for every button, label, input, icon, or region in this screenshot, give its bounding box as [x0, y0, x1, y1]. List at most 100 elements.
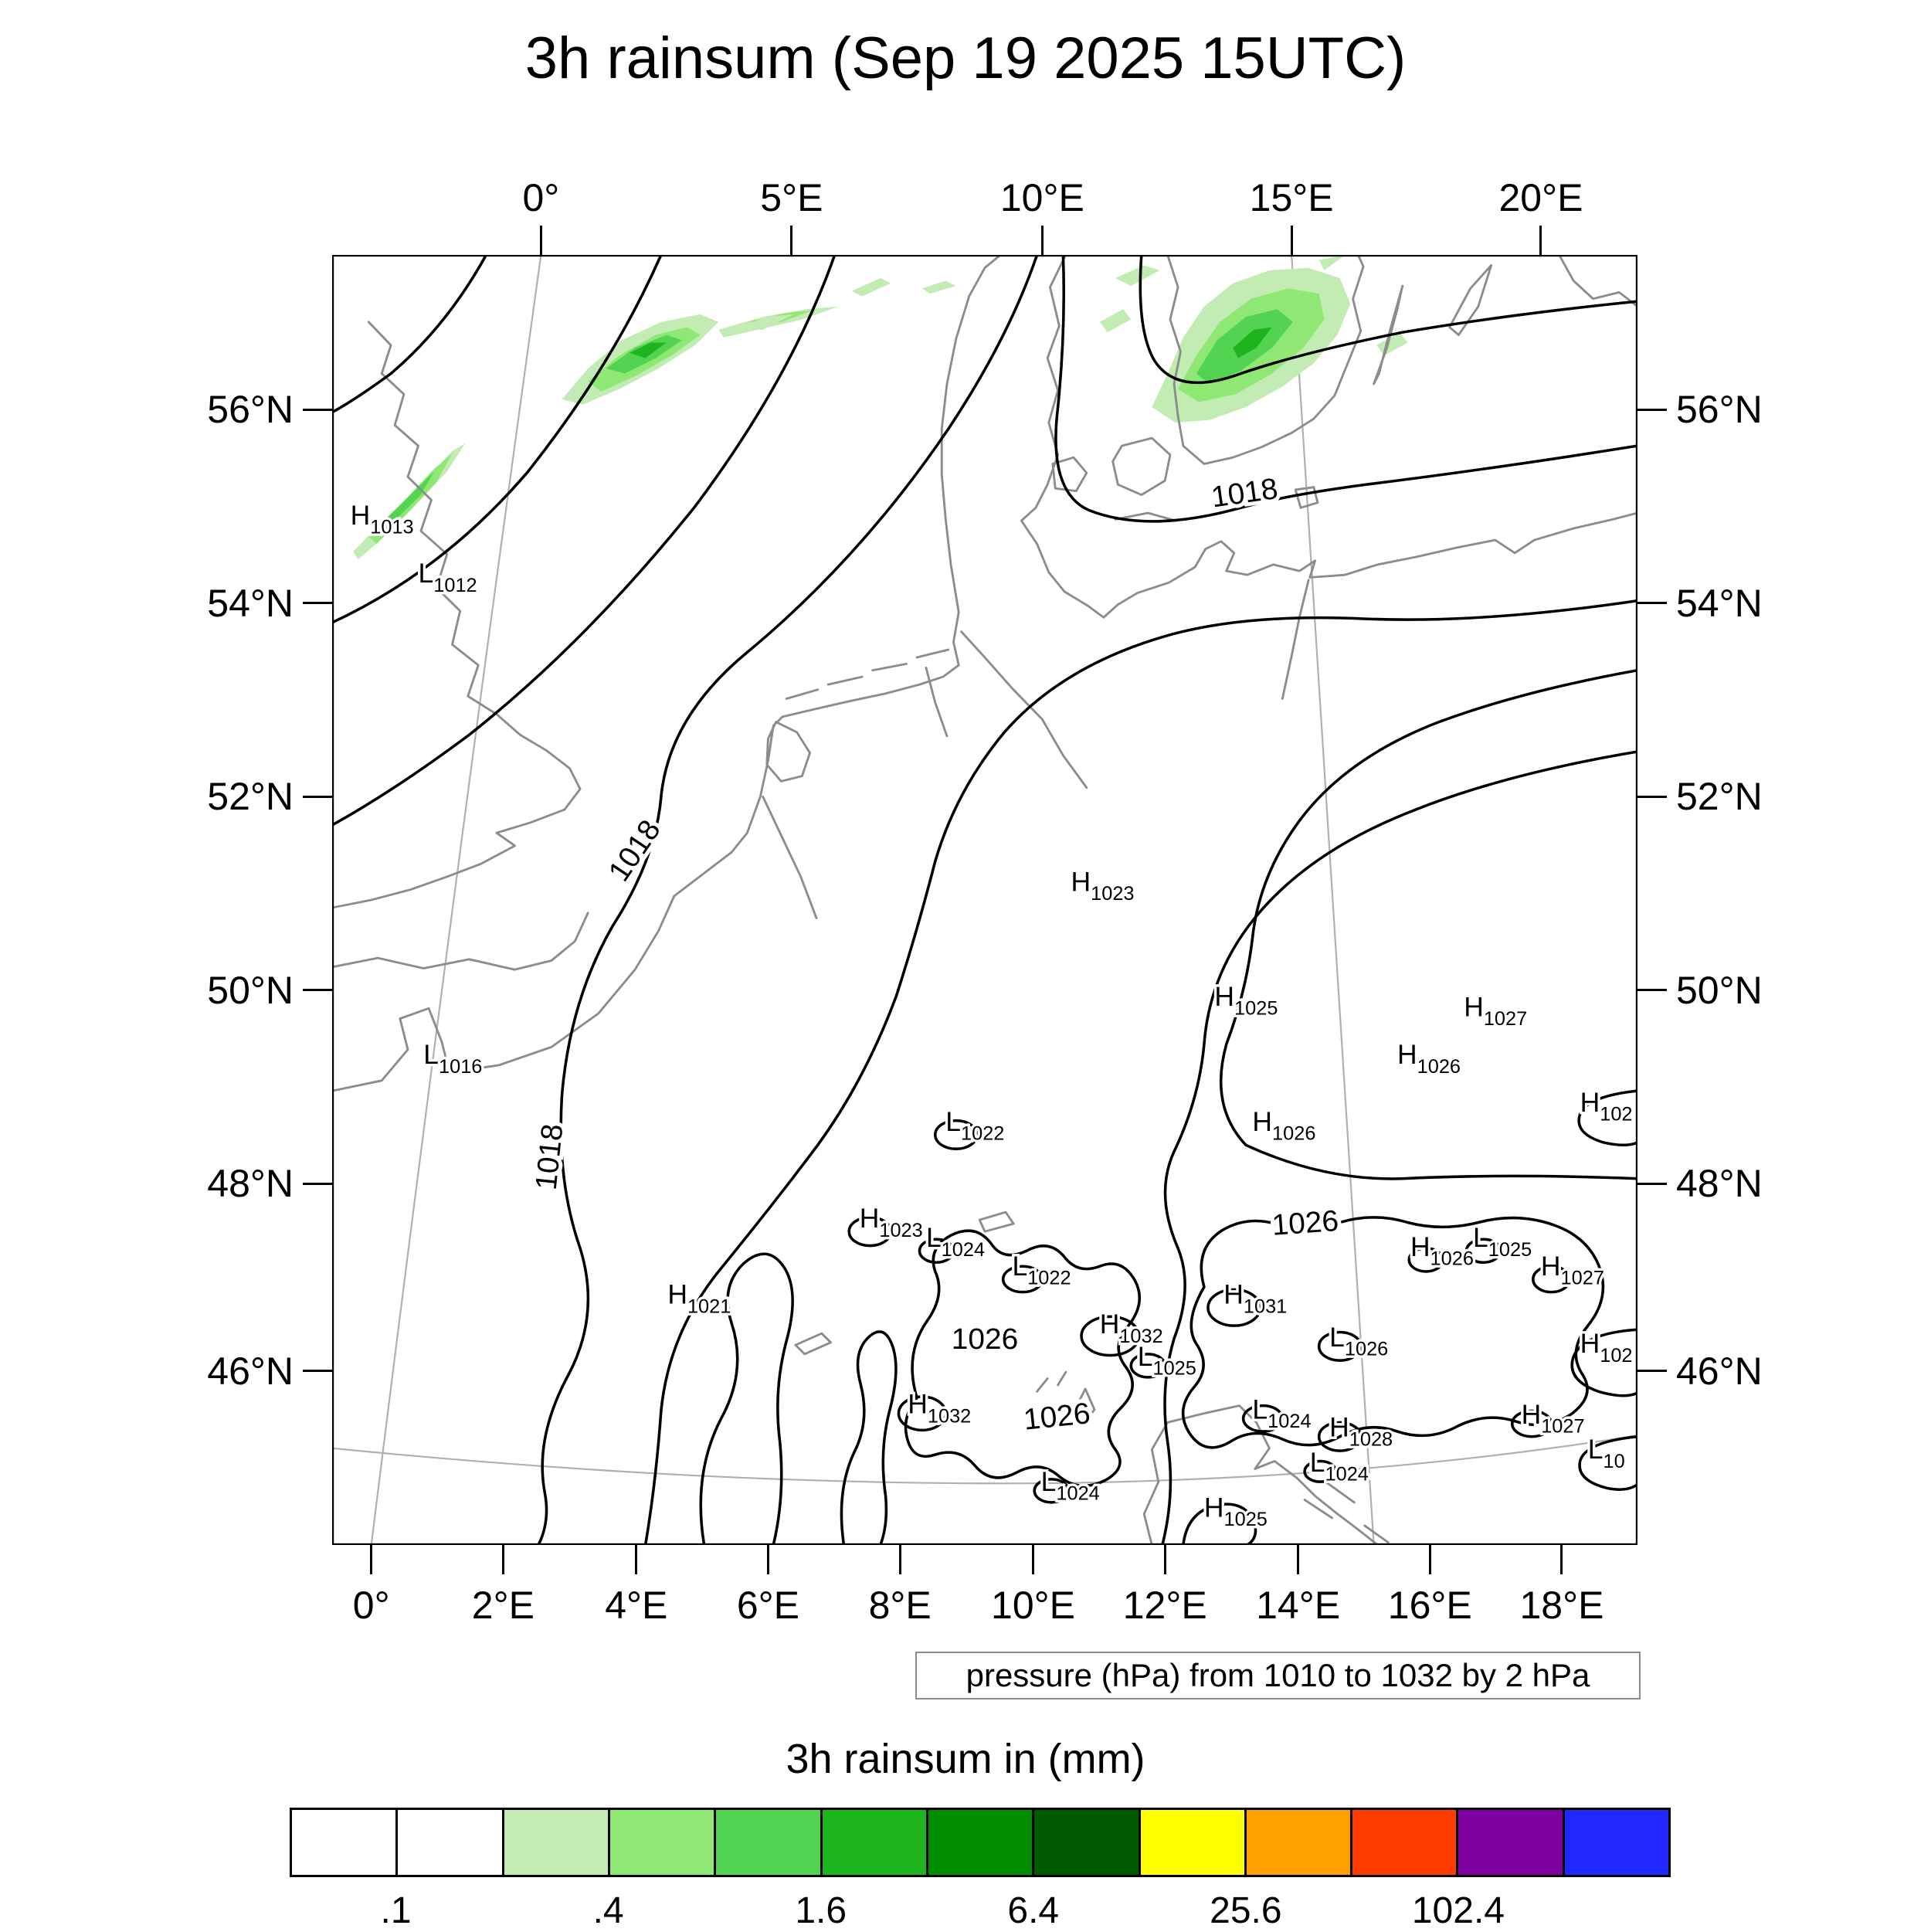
rain-patch	[630, 342, 667, 358]
axis-label-left: 48°N	[207, 1162, 294, 1206]
rain-patch	[1099, 255, 1408, 356]
pressure-center-label: L1012	[419, 559, 477, 596]
river-path	[762, 579, 1310, 919]
contour-value-label: 1018	[530, 1122, 570, 1191]
colorbar-tick-label: .4	[592, 1890, 624, 1931]
isobar-path	[1161, 750, 1637, 1545]
axis-label-bottom: 16°E	[1387, 1584, 1472, 1627]
pressure-center-label: H1026	[1252, 1107, 1315, 1144]
colorbar-tick-label: 6.4	[1007, 1890, 1060, 1931]
coastline-path	[1166, 255, 1637, 465]
axis-tick-top	[1040, 226, 1044, 255]
pressure-contour-loop	[1033, 1478, 1070, 1504]
pressure-center-label: H1023	[1071, 867, 1135, 904]
colorbar-segment	[609, 1810, 717, 1875]
axis-label-left: 52°N	[207, 775, 294, 819]
colorbar	[290, 1808, 1671, 1877]
axis-tick-bottom	[1560, 1545, 1563, 1574]
pressure-center-label: L1024	[1041, 1467, 1100, 1504]
axis-tick-right	[1637, 1182, 1667, 1185]
colorbar-segment	[1564, 1810, 1669, 1875]
pressure-contour-loop	[1464, 1238, 1502, 1265]
axis-label-bottom: 0°	[352, 1584, 390, 1627]
axis-tick-bottom	[766, 1545, 769, 1574]
axis-label-right: 50°N	[1676, 968, 1763, 1012]
axis-tick-top	[539, 226, 542, 255]
pressure-contour-loop	[847, 1216, 893, 1248]
colorbar-segment	[504, 1810, 610, 1875]
pressure-center-label: L1025	[1138, 1342, 1196, 1379]
axis-label-bottom: 10°E	[991, 1584, 1075, 1627]
pressure-center-label: H1031	[1223, 1280, 1287, 1317]
pressure-center-label: H1021	[667, 1280, 731, 1317]
coastline-path	[1051, 436, 1319, 522]
isobar-path	[1219, 668, 1637, 1180]
pressure-contour-loop	[1532, 1265, 1571, 1294]
colorbar-segment	[1352, 1810, 1459, 1875]
colorbar-segment	[716, 1810, 823, 1875]
isobar-closed-1026-east	[1181, 1216, 1605, 1449]
pressure-contour-loop	[1001, 1265, 1044, 1294]
axis-label-bottom: 8°E	[868, 1584, 932, 1627]
rain-patch	[1233, 327, 1272, 358]
colorbar-segment	[1034, 1810, 1141, 1875]
isobars	[332, 255, 1637, 1545]
pressure-center-label: H1027	[1464, 992, 1527, 1029]
axis-label-right: 54°N	[1676, 581, 1763, 625]
pressure-center-label: L1024	[1252, 1395, 1311, 1432]
axis-tick-left	[303, 1370, 332, 1373]
axis-tick-top	[790, 226, 793, 255]
pressure-center-label: H1025	[1214, 982, 1278, 1019]
axis-label-top: 15°E	[1249, 176, 1334, 219]
pressure-center-label: H1025	[1204, 1492, 1268, 1530]
colorbar-tick-label: 25.6	[1210, 1890, 1282, 1931]
coastline-path	[730, 611, 960, 854]
isobar-path	[537, 255, 1039, 1545]
graticule-line	[370, 255, 542, 1545]
pressure-contour-loop	[1317, 1421, 1363, 1452]
axis-tick-right	[1637, 408, 1667, 411]
pressure-contour-loop	[918, 1238, 955, 1265]
axis-tick-bottom	[501, 1545, 504, 1574]
colorbar-segment	[398, 1810, 504, 1875]
pressure-contour-loop	[1080, 1315, 1141, 1357]
axis-tick-right	[1637, 1370, 1667, 1373]
pressure-center-label: H1032	[1100, 1309, 1163, 1346]
pressure-center-label: L1022	[1012, 1251, 1071, 1289]
chart-title: 3h rainsum (Sep 19 2025 15UTC)	[524, 25, 1407, 91]
axis-label-left: 50°N	[207, 968, 294, 1012]
axis-tick-bottom	[1032, 1545, 1035, 1574]
axis-label-bottom: 12°E	[1122, 1584, 1207, 1627]
axis-tick-bottom	[898, 1545, 901, 1574]
axis-tick-left	[303, 1182, 332, 1185]
colorbar-segment	[1458, 1810, 1565, 1875]
isobar-path	[699, 1252, 794, 1545]
axis-tick-top	[1539, 226, 1542, 255]
isobar-path	[1577, 1089, 1637, 1147]
axis-label-top: 10°E	[999, 176, 1084, 219]
pressure-center-label: H1028	[1329, 1413, 1393, 1450]
pressure-contour-loop	[1241, 1404, 1285, 1433]
isobar-path	[1139, 255, 1637, 385]
isobar-path	[332, 255, 488, 414]
axis-tick-left	[303, 795, 332, 798]
axis-label-bottom: 14°E	[1256, 1584, 1341, 1627]
pressure-contour-loop	[1510, 1409, 1553, 1438]
axis-tick-bottom	[1428, 1545, 1431, 1574]
axis-tick-left	[303, 602, 332, 605]
axis-tick-right	[1637, 989, 1667, 992]
pressure-contour-loop	[1206, 1288, 1262, 1327]
axis-tick-bottom	[1163, 1545, 1166, 1574]
pressure-caption: pressure (hPa) from 1010 to 1032 by 2 hP…	[915, 1652, 1641, 1699]
isobar-path	[332, 255, 837, 827]
axis-label-left: 56°N	[207, 388, 294, 432]
pressure-center-label: H1023	[860, 1204, 923, 1241]
axis-tick-top	[1290, 226, 1293, 255]
contour-value-label: 1026	[1271, 1204, 1339, 1242]
axis-tick-right	[1637, 602, 1667, 605]
isobar-path	[1182, 1502, 1257, 1545]
pressure-center-label: L1025	[1473, 1223, 1532, 1260]
colorbar-segment	[292, 1810, 399, 1875]
